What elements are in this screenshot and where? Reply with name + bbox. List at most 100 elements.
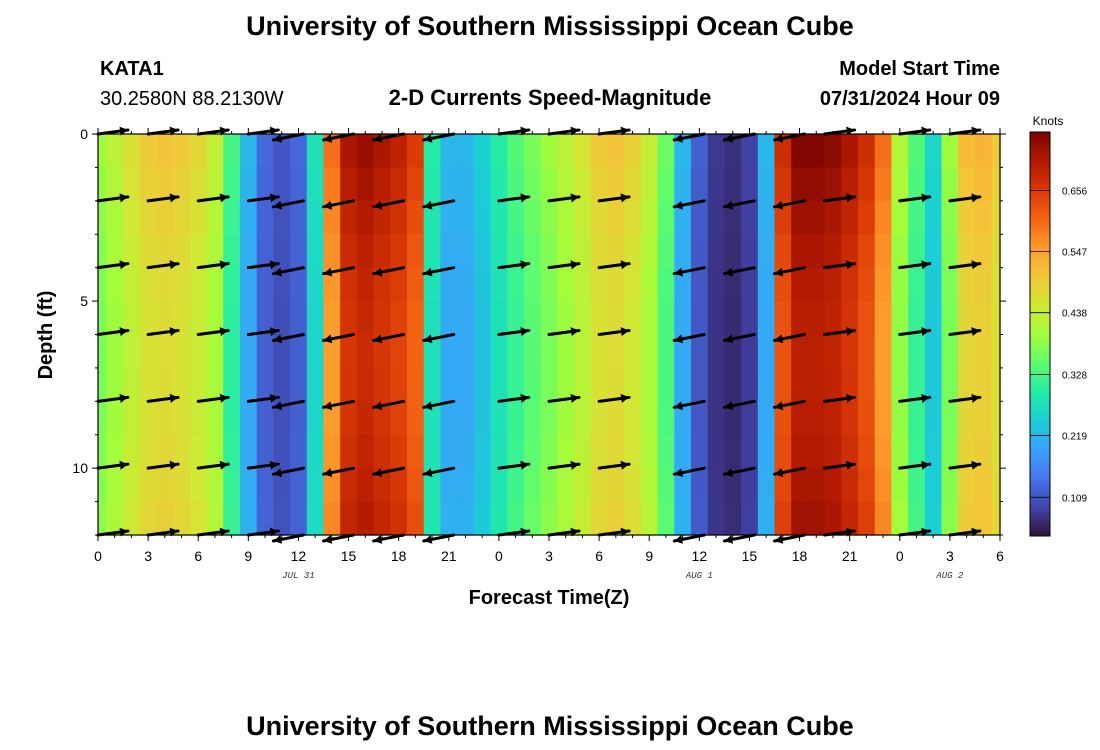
heat-cell — [390, 234, 408, 269]
heat-cell — [440, 267, 458, 302]
heat-cell — [757, 267, 776, 302]
heat-cell — [340, 468, 358, 503]
current-arrow — [823, 460, 857, 470]
current-arrow — [246, 393, 280, 403]
heat-cell — [98, 367, 107, 402]
heat-cell — [757, 167, 776, 202]
arrow-head — [674, 334, 683, 344]
arrow-head — [423, 401, 433, 411]
heat-cell — [757, 501, 776, 536]
heat-cell — [774, 334, 792, 369]
heat-cell — [891, 167, 909, 202]
current-arrow — [422, 333, 456, 344]
heat-cell — [657, 334, 675, 369]
heat-cell — [824, 200, 842, 235]
heat-cell — [340, 501, 358, 536]
heat-cell — [423, 167, 442, 202]
heat-cell — [557, 234, 575, 269]
arrow-head — [921, 460, 930, 470]
current-arrow — [898, 260, 932, 270]
heat-cell — [707, 234, 725, 269]
heat-cell — [323, 267, 341, 302]
arrow-head — [846, 126, 855, 136]
heat-cell — [423, 267, 442, 302]
arrow-head — [273, 401, 283, 411]
heat-cell — [624, 367, 642, 402]
heat-cell — [590, 334, 609, 369]
heat-cell — [256, 267, 274, 302]
heat-cell — [674, 267, 692, 302]
heat-cell — [574, 434, 592, 469]
heat-cell — [156, 200, 174, 235]
current-arrow — [773, 399, 806, 411]
heat-cell — [908, 401, 926, 436]
heat-cell — [640, 367, 659, 402]
heat-cell — [440, 167, 458, 202]
heat-cell — [557, 434, 575, 469]
heat-cell — [824, 167, 842, 202]
heat-cell — [423, 134, 442, 169]
heat-cell — [473, 301, 492, 336]
heat-cell — [657, 167, 675, 202]
heat-cell — [290, 167, 308, 202]
heat-cell — [440, 334, 458, 369]
heat-cell — [657, 301, 675, 336]
heat-cell — [690, 200, 709, 235]
colorbar-tick-label: 0.438 — [1062, 309, 1087, 320]
heat-cell — [590, 434, 609, 469]
heat-cell — [457, 301, 475, 336]
heat-cell — [540, 501, 558, 536]
heat-cell — [206, 234, 224, 269]
heat-cell — [173, 301, 191, 336]
arrow-head — [846, 527, 855, 537]
current-arrow — [948, 327, 982, 336]
heat-cell — [139, 234, 158, 269]
heat-cell — [106, 334, 124, 369]
current-arrow — [948, 193, 982, 203]
arrow-head — [219, 327, 229, 336]
current-arrow — [547, 126, 581, 136]
current-arrow — [196, 260, 230, 270]
heat-cell — [858, 501, 876, 536]
current-arrow — [722, 333, 756, 344]
heat-cell — [173, 468, 191, 503]
heat-cell — [340, 200, 358, 235]
heat-cell — [574, 401, 592, 436]
arrow-head — [971, 393, 980, 403]
heat-cell — [891, 267, 909, 302]
heat-cell — [290, 434, 308, 469]
heat-cell — [239, 401, 258, 436]
heat-cell — [958, 234, 976, 269]
date-label: JUL 31 — [282, 571, 314, 581]
arrow-head — [423, 134, 433, 143]
heat-cell — [858, 334, 876, 369]
heat-cell — [690, 134, 709, 169]
current-arrow — [898, 393, 932, 403]
heat-cell — [373, 367, 391, 402]
heat-cell — [457, 134, 475, 169]
heat-cell — [724, 200, 742, 235]
heat-cell — [974, 234, 993, 269]
heat-cell — [824, 267, 842, 302]
heat-cell — [958, 200, 976, 235]
heat-cell — [841, 501, 859, 536]
heat-cell — [757, 434, 776, 469]
x-tick-label: 3 — [545, 548, 553, 564]
heat-cell — [607, 401, 625, 436]
heat-cell — [841, 301, 859, 336]
heat-cell — [139, 367, 158, 402]
heat-cell — [356, 501, 375, 536]
heat-cell — [473, 334, 492, 369]
heat-cell — [98, 234, 107, 269]
heat-cell — [824, 401, 842, 436]
heat-cell — [690, 367, 709, 402]
heat-cell — [139, 434, 158, 469]
heat-cell — [640, 234, 659, 269]
heat-cell — [523, 267, 542, 302]
current-arrow — [547, 327, 581, 336]
heat-cell — [440, 468, 458, 503]
heat-cell — [340, 367, 358, 402]
colorbar-tick-label: 0.547 — [1062, 248, 1087, 259]
heat-cell — [239, 434, 258, 469]
heat-cell — [824, 301, 842, 336]
